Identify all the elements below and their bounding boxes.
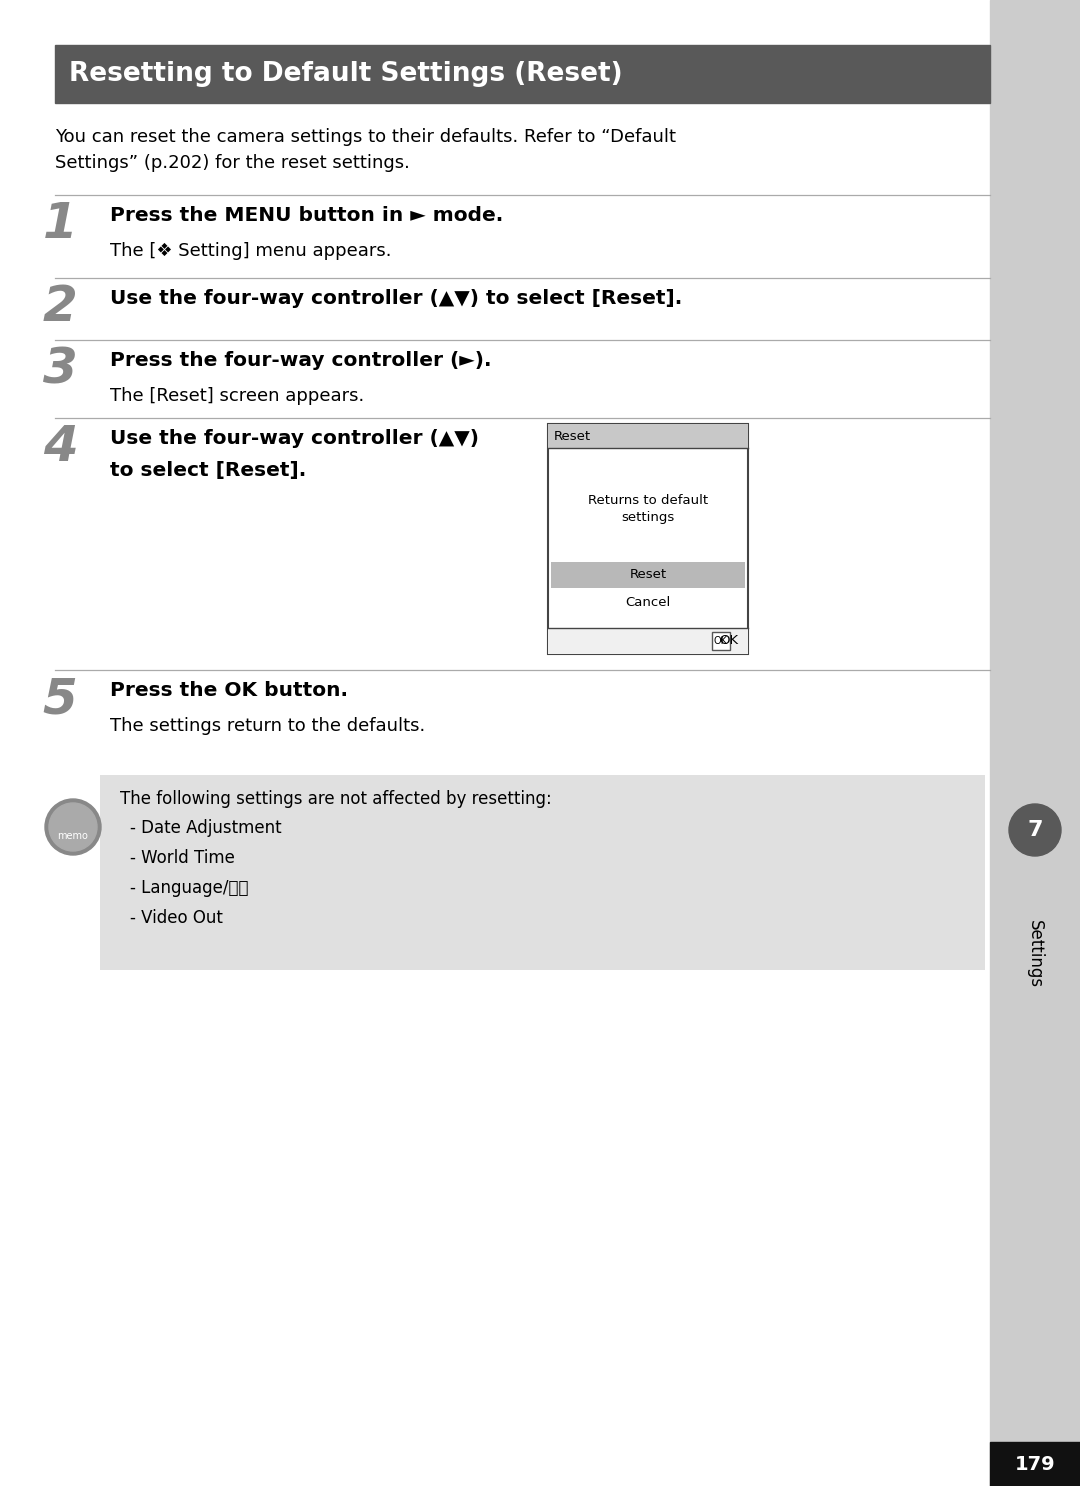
- Text: - Video Out: - Video Out: [130, 909, 222, 927]
- Text: The following settings are not affected by resetting:: The following settings are not affected …: [120, 791, 552, 808]
- Text: Press the OK button.: Press the OK button.: [110, 681, 348, 700]
- Text: Press the four-way controller (►).: Press the four-way controller (►).: [110, 351, 491, 370]
- Text: 7: 7: [1027, 820, 1043, 840]
- Text: The [Reset] screen appears.: The [Reset] screen appears.: [110, 386, 364, 406]
- Text: Returns to default: Returns to default: [588, 493, 708, 507]
- Text: You can reset the camera settings to their defaults. Refer to “Default: You can reset the camera settings to the…: [55, 128, 676, 146]
- Text: Press the MENU button in ► mode.: Press the MENU button in ► mode.: [110, 207, 503, 224]
- Bar: [990, 1441, 1080, 1486]
- Text: Use the four-way controller (▲▼) to select [Reset].: Use the four-way controller (▲▼) to sele…: [110, 288, 683, 308]
- Circle shape: [1009, 804, 1061, 856]
- Text: - Date Adjustment: - Date Adjustment: [130, 819, 282, 837]
- Text: Resetting to Default Settings (Reset): Resetting to Default Settings (Reset): [69, 61, 623, 88]
- Text: settings: settings: [621, 511, 675, 525]
- Text: 5: 5: [42, 675, 78, 724]
- Bar: [100, 776, 985, 970]
- Circle shape: [45, 799, 102, 854]
- Text: The settings return to the defaults.: The settings return to the defaults.: [110, 718, 426, 736]
- Circle shape: [49, 802, 97, 851]
- Text: Reset: Reset: [554, 429, 591, 443]
- Text: OK: OK: [719, 635, 738, 648]
- Text: Settings” (p.202) for the reset settings.: Settings” (p.202) for the reset settings…: [55, 155, 410, 172]
- Text: 4: 4: [42, 424, 78, 471]
- Text: to select [Reset].: to select [Reset].: [110, 461, 307, 480]
- Text: memo: memo: [57, 831, 89, 841]
- Text: The [❖ Setting] menu appears.: The [❖ Setting] menu appears.: [110, 242, 391, 260]
- Bar: [712, 632, 730, 649]
- Text: 3: 3: [42, 345, 78, 392]
- Text: Use the four-way controller (▲▼): Use the four-way controller (▲▼): [110, 429, 480, 447]
- Bar: [548, 424, 748, 447]
- Bar: [551, 562, 745, 588]
- Text: - Language/言語: - Language/言語: [130, 880, 248, 898]
- Bar: [55, 45, 990, 103]
- Text: - World Time: - World Time: [130, 849, 234, 866]
- Text: 1: 1: [42, 201, 78, 248]
- Text: 179: 179: [1015, 1455, 1055, 1474]
- Text: Cancel: Cancel: [625, 596, 671, 609]
- Text: 2: 2: [42, 282, 78, 331]
- Text: Reset: Reset: [630, 569, 666, 581]
- Bar: [548, 629, 748, 654]
- Bar: [548, 424, 748, 654]
- Text: OK: OK: [714, 636, 728, 646]
- Bar: [990, 0, 1080, 1486]
- Text: Settings: Settings: [1026, 920, 1044, 988]
